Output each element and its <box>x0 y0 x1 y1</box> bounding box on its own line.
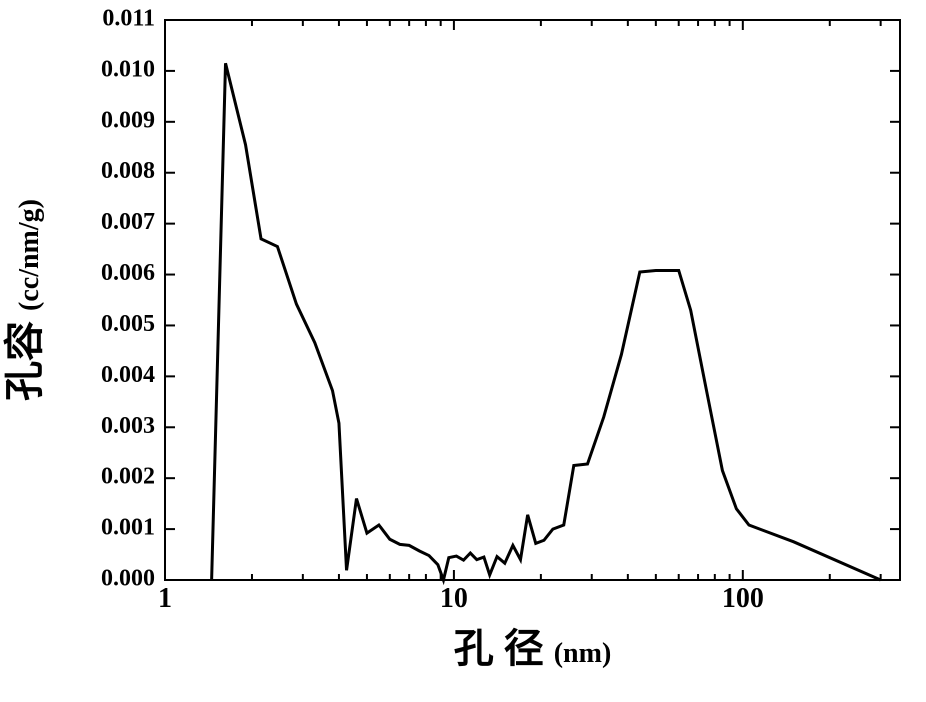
chart-svg: 0.000 0.001 0.002 0.003 0.004 0.005 0.006 0.007… <box>0 0 926 702</box>
x-tick-label: 1 <box>158 583 172 614</box>
y-tick-label: 0.001 <box>101 515 155 541</box>
y-tick-label: 0.004 <box>101 362 155 388</box>
y-tick-label: 0.010 <box>101 56 155 82</box>
y-tick-label: 0.003 <box>101 413 155 439</box>
y-tick-label: 0.002 <box>101 464 155 490</box>
x-axis-title: 孔 径(nm) <box>454 626 612 671</box>
y-tick-label: 0.006 <box>101 260 155 286</box>
y-tick-label: 0.008 <box>101 158 155 184</box>
y-tick-label: 0.011 <box>102 6 155 32</box>
x-tick-label: 100 <box>722 583 764 614</box>
x-tick-label: 10 <box>440 583 468 614</box>
y-tick-label: 0.009 <box>101 107 155 133</box>
y-axis-title: 孔容(cc/nm/g) <box>2 199 47 401</box>
y-tick-label: 0.000 <box>101 566 155 592</box>
y-tick-label: 0.007 <box>101 209 155 235</box>
series-line <box>212 63 881 580</box>
pore-distribution-chart: 0.000 0.001 0.002 0.003 0.004 0.005 0.006 0.007… <box>0 0 926 702</box>
y-tick-label: 0.005 <box>101 311 155 337</box>
